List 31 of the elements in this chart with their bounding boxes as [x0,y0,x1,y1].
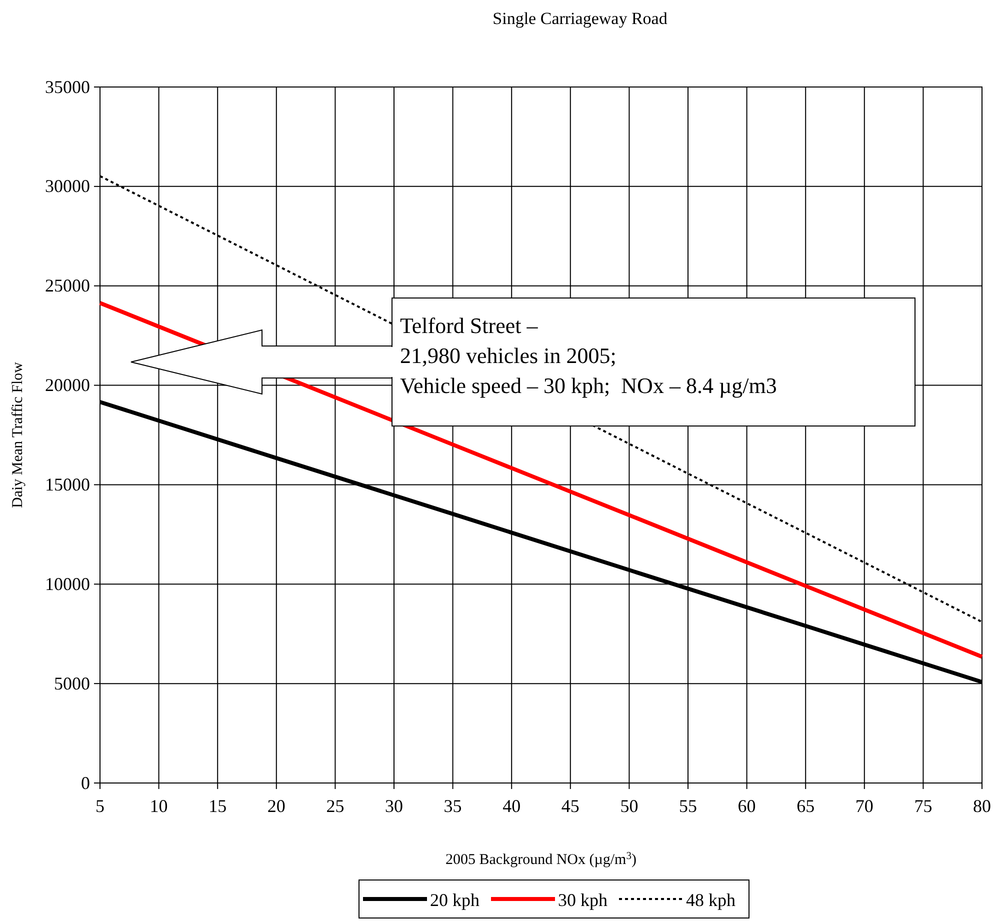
x-tick-label: 45 [561,796,580,816]
x-tick-label: 75 [914,796,932,816]
legend-label: 20 kph [430,890,480,910]
legend-label: 30 kph [558,890,608,910]
x-tick-label: 55 [679,796,697,816]
y-tick-label: 30000 [45,176,90,196]
y-tick-label: 10000 [45,574,90,594]
chart-title: Single Carriageway Road [492,9,668,28]
x-tick-label: 40 [502,796,521,816]
x-axis-title: 2005 Background NOx (µg/m$^{3}$) [446,850,636,868]
y-axis-title: Daiy Mean Traffic Flow [10,362,26,508]
y-tick-label: 5000 [54,673,90,694]
x-tick-label: 65 [796,796,815,816]
x-tick-label: 60 [738,796,756,816]
y-tick-label: 15000 [45,474,90,494]
x-tick-label: 15 [208,796,227,816]
x-tick-label: 10 [150,796,168,816]
x-tick-label: 80 [973,796,991,816]
x-tick-label: 20 [267,796,286,816]
annotation: Telford Street – 21,980 vehicles in 2005; Vehicle speed – 30 kph; NOx – 8.4 µg/m3 [400,313,777,398]
y-tick-label: 20000 [45,375,90,396]
y-tick-label: 35000 [45,76,90,97]
x-tick-label: 70 [855,796,874,816]
x-tick-label: 5 [96,796,104,816]
x-tick-label: 35 [444,796,462,816]
x-tick-label: 25 [326,796,344,816]
legend-label: 48 kph [686,890,736,910]
y-tick-label: 0 [81,772,90,793]
x-tick-label: 50 [620,796,638,816]
y-tick-label: 25000 [45,276,90,296]
x-tick-label: 30 [385,796,403,816]
